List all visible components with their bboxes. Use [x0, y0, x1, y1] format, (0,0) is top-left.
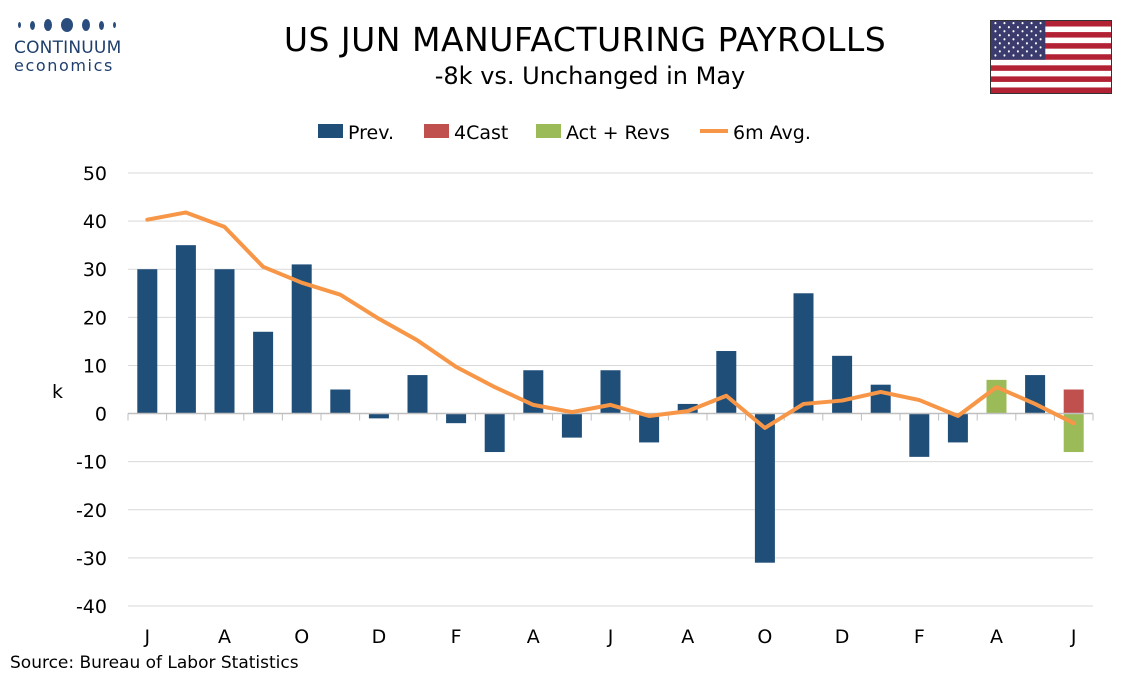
bar-prev- [330, 389, 351, 414]
legend-label: 4Cast [454, 122, 508, 144]
x-tick-label: A [218, 626, 231, 648]
bar-prev- [600, 370, 621, 414]
bar-prev- [175, 245, 196, 414]
x-tick-label: A [527, 626, 540, 648]
bar-prev- [947, 413, 968, 443]
x-tick-label: O [757, 626, 772, 648]
bar-prev- [291, 264, 312, 414]
bar-prev- [639, 413, 660, 443]
bar-prev- [561, 413, 582, 438]
legend-swatch [424, 124, 449, 138]
y-tick-label: -20 [76, 500, 107, 522]
chart-subtitle: -8k vs. Unchanged in May [434, 62, 746, 90]
bar-prev- [793, 293, 814, 414]
x-tick-label: A [681, 626, 694, 648]
y-tick-label: 30 [83, 259, 107, 281]
continuum-logo: CONTINUUM economics [14, 14, 134, 75]
source-note: Source: Bureau of Labor Statistics [10, 653, 299, 673]
x-tick-label: J [143, 626, 150, 648]
y-tick-label: 20 [83, 307, 107, 329]
avg-line [145, 210, 1076, 430]
legend-swatch [536, 124, 561, 138]
y-tick-label: 40 [83, 211, 107, 233]
bar-prev- [754, 413, 775, 563]
x-axis [127, 412, 1094, 421]
x-tick-label: J [607, 626, 614, 648]
x-tick-label: D [372, 626, 387, 648]
bar-act-revs [986, 379, 1007, 414]
y-tick-label: -40 [76, 596, 107, 618]
x-tick-label: O [294, 626, 309, 648]
x-tick-label: A [990, 626, 1003, 648]
axis-labels: 50 40 30 20 10 0 -10 -20 -30 -40 k J A O D F A J A O D F A J [52, 163, 1077, 648]
logo-name: CONTINUUM [14, 38, 122, 58]
bar-prev- [368, 413, 389, 419]
avg-line-path [145, 210, 1076, 430]
y-tick-label: -10 [76, 452, 107, 474]
chart-title: US JUN MANUFACTURING PAYROLLS [283, 20, 887, 59]
y-tick-label: -30 [76, 548, 107, 570]
legend-label: Act + Revs [566, 122, 670, 144]
bar-prev- [446, 413, 467, 424]
bar-prev- [137, 269, 158, 414]
x-tick-label: F [914, 626, 925, 648]
x-tick-label: F [451, 626, 462, 648]
logo-subtitle: economics [14, 56, 114, 75]
legend: Prev. 4Cast Act + Revs 6m Avg. [318, 122, 811, 144]
bar-prev- [214, 269, 235, 414]
bar-prev- [484, 413, 505, 453]
us-flag-icon [990, 20, 1112, 94]
bar-prev- [870, 384, 891, 414]
y-tick-label: 50 [83, 163, 107, 185]
bar-prev- [253, 331, 274, 414]
legend-label: 6m Avg. [733, 122, 811, 144]
y-tick-label: 10 [83, 355, 107, 377]
legend-label: Prev. [348, 122, 394, 144]
bar-prev- [407, 375, 428, 414]
bar-prev- [909, 413, 930, 457]
y-tick-label: 0 [95, 404, 107, 426]
bar-4cast [1063, 389, 1084, 414]
logo-dots-icon [18, 14, 134, 36]
x-tick-label: D [835, 626, 850, 648]
legend-swatch [318, 124, 343, 138]
bar-prev- [677, 403, 698, 414]
x-tick-label: J [1070, 626, 1077, 648]
y-axis-label: k [52, 381, 63, 403]
bar-prev- [832, 355, 853, 414]
bar-act-revs [1063, 413, 1084, 453]
